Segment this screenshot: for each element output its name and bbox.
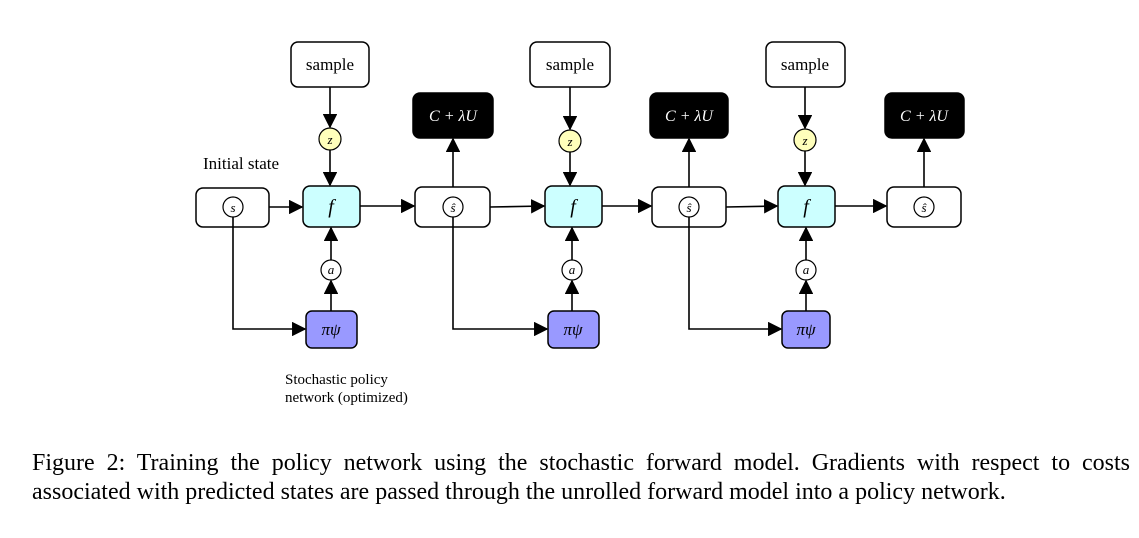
predicted-state-3: ŝ xyxy=(886,186,962,228)
sample-label-3: sample xyxy=(781,55,829,74)
arrow-shat2-to-policy-3 xyxy=(688,217,783,337)
connectors xyxy=(232,87,932,337)
noise-node-3: z xyxy=(793,128,817,152)
action-node-3: a xyxy=(795,259,817,281)
arrow-shat1-to-policy-2 xyxy=(452,217,549,337)
cost-label-1: C + λU xyxy=(429,108,478,125)
policy-network-1: πψ xyxy=(305,310,358,349)
policy-label-3: πψ xyxy=(796,320,816,339)
cost-label-3: C + λU xyxy=(900,108,949,125)
noise-label-2: z xyxy=(566,134,572,149)
action-node-2: a xyxy=(561,259,583,281)
policy-note-line1: Stochastic policy xyxy=(285,372,388,388)
noise-node-1: z xyxy=(318,127,342,151)
state-label: s xyxy=(230,200,235,215)
cost-box-1: C + λU xyxy=(412,92,494,139)
pred-state-label-2: ŝ xyxy=(686,200,692,215)
cost-label-2: C + λU xyxy=(665,108,714,125)
sample-box-3: sample xyxy=(765,41,846,88)
cost-box-3: C + λU xyxy=(884,92,965,139)
policy-label-1: πψ xyxy=(321,320,341,339)
policy-network-2: πψ xyxy=(547,310,600,349)
action-label-1: a xyxy=(328,262,335,277)
figure-caption: Figure 2: Training the policy network us… xyxy=(32,450,1130,505)
initial-state-node: s xyxy=(195,187,270,228)
model-label-1: f xyxy=(328,196,336,218)
forward-model-2: f xyxy=(544,185,603,228)
initial-state-label: Initial state xyxy=(203,154,279,173)
policy-network-3: πψ xyxy=(781,310,831,349)
noise-label-1: z xyxy=(326,132,332,147)
arrow-shat2-to-f3 xyxy=(725,199,779,214)
action-node-1: a xyxy=(320,259,342,281)
action-label-2: a xyxy=(569,262,576,277)
pred-state-label-1: ŝ xyxy=(450,200,456,215)
forward-model-1: f xyxy=(302,185,361,228)
sample-box-2: sample xyxy=(529,41,611,88)
cost-box-2: C + λU xyxy=(649,92,729,139)
sample-label-2: sample xyxy=(546,55,594,74)
policy-label-2: πψ xyxy=(563,320,583,339)
noise-node-2: z xyxy=(558,129,582,153)
noise-label-3: z xyxy=(801,133,807,148)
sample-box-1: sample xyxy=(290,41,370,88)
arrow-s-to-policy-1 xyxy=(232,217,307,337)
model-label-2: f xyxy=(570,196,578,218)
model-label-3: f xyxy=(803,196,811,218)
sample-label-1: sample xyxy=(306,55,354,74)
action-label-3: a xyxy=(803,262,810,277)
arrow-shat1-to-f2 xyxy=(489,199,546,214)
pred-state-label-3: ŝ xyxy=(921,200,927,215)
policy-note-line2: network (optimized) xyxy=(285,390,408,406)
forward-model-3: f xyxy=(777,185,836,228)
